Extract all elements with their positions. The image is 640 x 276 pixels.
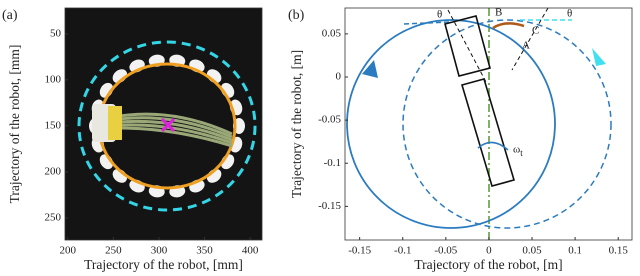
x-tick-label: 0.1 bbox=[568, 245, 582, 257]
annotation: B bbox=[495, 7, 502, 19]
y-tick-label: 200 bbox=[45, 165, 62, 177]
annotation: ωt bbox=[513, 144, 523, 159]
annotation: A bbox=[522, 40, 530, 52]
y-tick-label: -0.05 bbox=[318, 114, 341, 126]
y-axis-label: Trajectory of the robot, [mm] bbox=[7, 45, 22, 204]
panel-label: (b) bbox=[288, 8, 305, 23]
annotation: C bbox=[532, 25, 539, 37]
arrow-blue bbox=[362, 60, 378, 78]
omega-arc bbox=[477, 141, 509, 151]
plug-band bbox=[108, 106, 122, 140]
x-tick-label: -0.15 bbox=[348, 245, 371, 257]
annotation-subscript: t bbox=[520, 148, 523, 158]
cable bbox=[119, 119, 233, 142]
x-tick-label: -0.05 bbox=[434, 245, 457, 257]
plot-frame bbox=[64, 7, 263, 241]
cable bbox=[119, 123, 233, 145]
dashed-circle bbox=[402, 19, 612, 229]
cable bbox=[119, 112, 233, 136]
x-tick-label: 350 bbox=[196, 245, 213, 257]
y-tick-label: 250 bbox=[45, 211, 62, 223]
x-tick-label: 250 bbox=[105, 245, 122, 257]
solid-circle bbox=[346, 19, 556, 229]
link-lower bbox=[461, 78, 515, 187]
y-tick-label: 0.05 bbox=[322, 27, 342, 39]
x-axis-label: Trajectory of the robot, [m] bbox=[414, 257, 562, 272]
y-tick-label: 150 bbox=[45, 119, 62, 131]
x-tick-label: 0.15 bbox=[609, 245, 629, 257]
x-tick-label: 0.05 bbox=[522, 245, 542, 257]
x-tick-label: 0 bbox=[486, 245, 492, 257]
x-tick-label: 200 bbox=[59, 245, 76, 257]
annotation: θ bbox=[437, 9, 442, 21]
y-tick-label: 50 bbox=[50, 27, 62, 39]
y-axis-label: Trajectory of the robot, [m] bbox=[289, 50, 304, 198]
annotation: θ bbox=[567, 8, 572, 20]
theta-arc bbox=[492, 22, 525, 30]
panel-label: (a) bbox=[2, 8, 18, 23]
axis-dash-2 bbox=[511, 7, 549, 71]
x-tick-label: 400 bbox=[242, 245, 259, 257]
y-tick-label: 0 bbox=[336, 71, 342, 83]
x-tick-label: -0.1 bbox=[394, 245, 411, 257]
cable bbox=[119, 126, 233, 148]
y-tick-label: 100 bbox=[45, 73, 62, 85]
cyan-dashed-circle bbox=[77, 40, 257, 212]
y-tick-label: -0.1 bbox=[324, 157, 341, 169]
link-upper bbox=[444, 15, 491, 77]
cable bbox=[119, 116, 233, 139]
y-tick-label: -0.15 bbox=[318, 200, 341, 212]
centre-cross bbox=[160, 117, 176, 133]
x-tick-label: 300 bbox=[151, 245, 168, 257]
arrow-cyan bbox=[592, 48, 606, 66]
x-axis-label: Trajectory of the robot, [mm] bbox=[84, 257, 243, 272]
